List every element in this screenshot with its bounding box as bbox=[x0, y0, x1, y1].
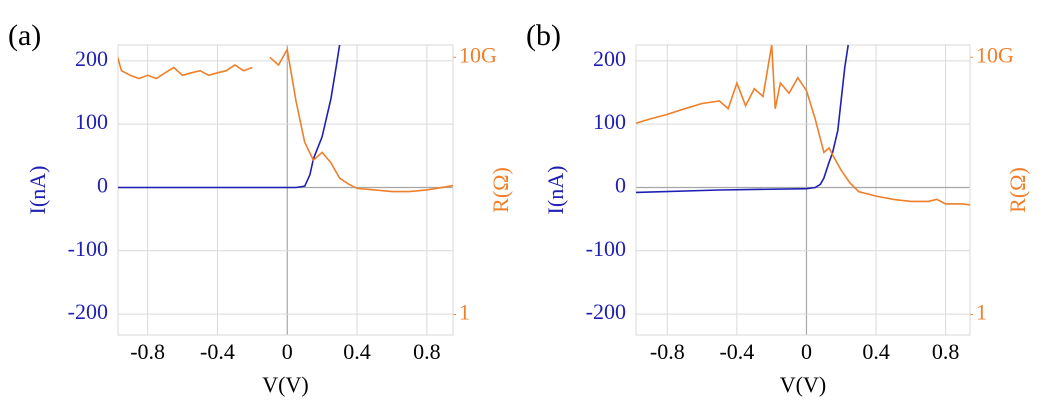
y-tick-label: -200 bbox=[586, 299, 626, 324]
y2-tick-label: 1 bbox=[976, 300, 987, 325]
data-line bbox=[118, 47, 453, 193]
y2-axis-label: R(Ω) bbox=[1005, 167, 1030, 213]
y-tick-label: -200 bbox=[68, 299, 108, 324]
x-tick-label: -0.8 bbox=[130, 339, 165, 364]
plot-lines bbox=[118, 44, 453, 193]
x-axis-label: V(V) bbox=[780, 372, 826, 397]
y-axis-label: I(nA) bbox=[25, 166, 50, 215]
plot-frame bbox=[117, 44, 454, 336]
x-tick-label: -0.4 bbox=[719, 339, 754, 364]
x-tick-label: 0.4 bbox=[343, 339, 371, 364]
x-tick-label: -0.8 bbox=[650, 339, 685, 364]
y-tick-label: 0 bbox=[615, 173, 626, 198]
panel-label: (a) bbox=[8, 19, 41, 52]
y-tick-label: -100 bbox=[68, 236, 108, 261]
x-tick-label: 0.8 bbox=[932, 339, 960, 364]
panel-label: (b) bbox=[526, 19, 561, 52]
x-tick-label: 0.8 bbox=[413, 339, 441, 364]
data-line bbox=[118, 44, 341, 189]
x-axis-label: V(V) bbox=[262, 372, 308, 397]
x-tick-label: -0.4 bbox=[200, 339, 235, 364]
plot-frame bbox=[635, 44, 971, 336]
x-tick-label: 0.4 bbox=[862, 339, 890, 364]
data-line bbox=[636, 44, 970, 206]
data-line bbox=[636, 44, 849, 194]
y2-axis-label: R(Ω) bbox=[488, 167, 513, 213]
y2-tick-label: 10G bbox=[976, 42, 1014, 67]
plot-lines bbox=[636, 44, 970, 206]
y-tick-label: 100 bbox=[75, 109, 108, 134]
y-tick-label: 0 bbox=[97, 173, 108, 198]
y-axis-label: I(nA) bbox=[543, 166, 568, 215]
y2-tick-label: 10G bbox=[459, 42, 497, 67]
y-tick-label: -100 bbox=[586, 236, 626, 261]
x-tick-label: 0 bbox=[282, 339, 293, 364]
y2-tick-label: 1 bbox=[459, 300, 470, 325]
x-tick-label: 0 bbox=[801, 339, 812, 364]
y-tick-label: 200 bbox=[593, 46, 626, 71]
y-tick-label: 200 bbox=[75, 46, 108, 71]
y-tick-label: 100 bbox=[593, 109, 626, 134]
